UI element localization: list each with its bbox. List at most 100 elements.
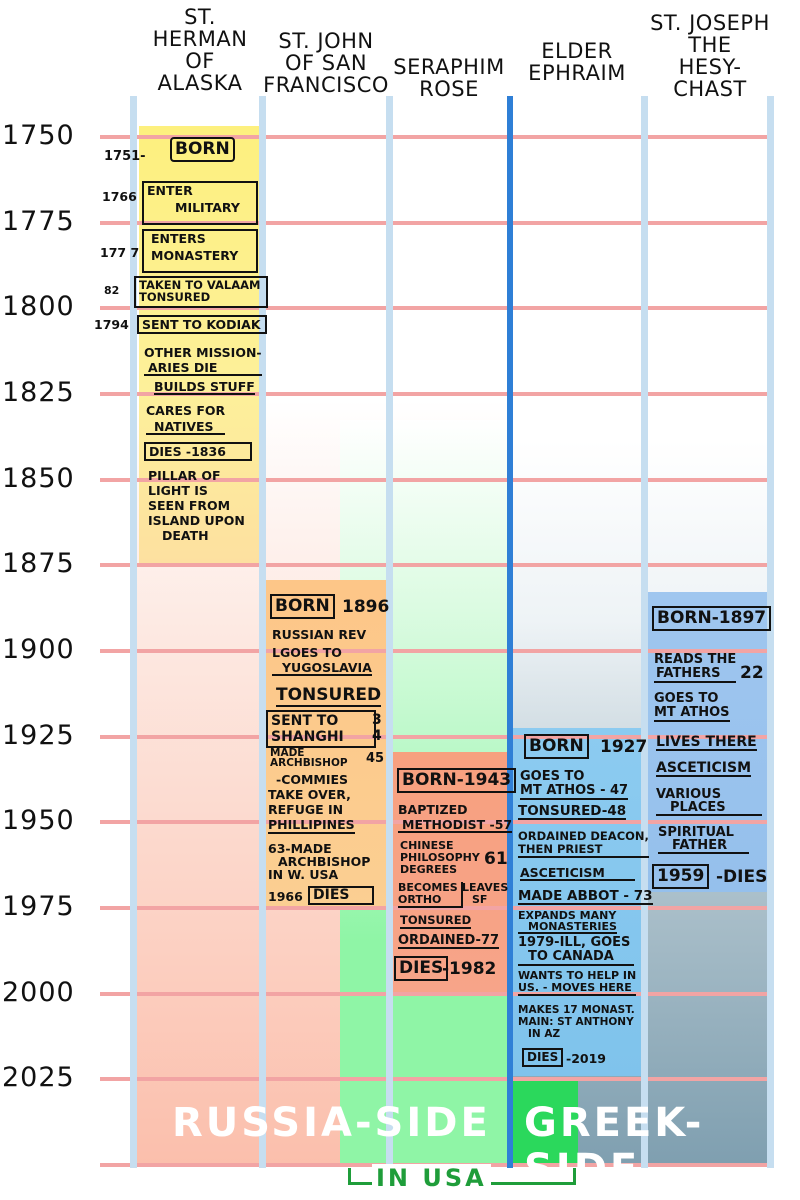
joseph-athos-line: GOES TO	[654, 691, 719, 706]
john-archbishop-year: 45	[366, 751, 385, 766]
john-russian-rev: RUSSIAN REV	[272, 627, 367, 642]
john-usa-line: ARCHBISHOP	[278, 854, 371, 869]
divider-3	[386, 96, 393, 1168]
gridline-1975	[100, 906, 772, 910]
header-ephraim-line: EPHRAIM	[528, 61, 626, 85]
seraphim-baptized-line: METHODIST -57	[398, 818, 513, 833]
gridline-1850	[100, 478, 772, 482]
john-dies-box: DIES	[308, 886, 374, 905]
gridline-1750	[100, 135, 772, 139]
herman-military-box: ENTER MILITARY	[142, 181, 258, 225]
herman-pillar-line: SEEN FROM	[148, 498, 231, 513]
ephraim-abbot: MADE ABBOT - 73	[518, 888, 653, 905]
herman-pillar: PILLAR OF LIGHT IS SEEN FROM ISLAND UPON…	[148, 468, 245, 543]
herman-military-year: 1766	[102, 189, 137, 204]
herman-builds: BUILDS STUFF	[154, 379, 255, 395]
herman-cares-line: CARES FOR	[146, 403, 226, 418]
header-herman-line: HERMAN	[152, 27, 248, 51]
ephraim-born-box: BORN	[524, 734, 589, 759]
divider-4	[641, 96, 648, 1168]
header-herman: ST. HERMAN OF ALASKA	[135, 6, 265, 94]
ephraim-athos: GOES TO MT ATHOS - 47	[520, 770, 629, 800]
joseph-spiritual-father: SPIRITUAL FATHER	[658, 825, 750, 854]
ephraim-canada-line: TO CANADA	[518, 950, 634, 966]
year-label-1925: 1925	[2, 720, 75, 751]
herman-valaam-line: TAKEN TO VALAAM	[139, 278, 261, 292]
john-archbishop-line: ARCHBISHOP	[270, 757, 348, 769]
header-john-line: FRANCISCO	[263, 73, 389, 97]
john-yugoslavia-line: YUGOSLAVIA	[272, 661, 372, 676]
herman-pillar-line: DEATH	[162, 528, 209, 543]
seraphim-ordained: ORDAINED-77	[398, 933, 500, 949]
year-label-2000: 2000	[2, 977, 75, 1008]
herman-valaam-box: TAKEN TO VALAAM TONSURED	[134, 276, 268, 308]
john-shanghai-year-digit: 4	[372, 728, 382, 744]
gridline-1875	[100, 563, 772, 567]
joseph-spiritual-line: SPIRITUAL	[658, 825, 734, 840]
ephraim-expands-line: MONASTERIES	[518, 921, 617, 934]
year-label-1875: 1875	[2, 548, 75, 579]
seraphim-philosophy: CHINESE PHILOSOPHY DEGREES	[400, 840, 480, 876]
joseph-asceticism: ASCETICISM	[656, 760, 752, 777]
john-usa-line: IN W. USA	[268, 867, 339, 882]
divider-2	[259, 96, 266, 1168]
ephraim-canada: 1979-ILL, GOES TO CANADA	[518, 936, 634, 966]
joseph-various-line: VARIOUS	[656, 787, 722, 802]
gridline-2025	[100, 1077, 772, 1081]
ephraim-asceticism: ASCETICISM	[520, 866, 635, 881]
herman-monastery-year: 177 7	[100, 245, 140, 260]
header-seraphim-line: SERAPHIM	[393, 55, 505, 79]
gridline-1800	[100, 306, 772, 310]
ephraim-band	[512, 728, 642, 1076]
joseph-band	[648, 592, 772, 892]
john-commies-line: PHILLIPINES	[268, 817, 355, 834]
seraphim-philosophy-line: CHINESE	[400, 839, 454, 852]
seraphim-philosophy-line: DEGREES	[400, 863, 458, 876]
year-label-1750: 1750	[2, 120, 75, 151]
john-band	[266, 580, 388, 910]
russia-side-label: RUSSIA-SIDE	[172, 1100, 491, 1146]
divider-center	[507, 96, 513, 1168]
herman-monastery-line: ENTERS	[151, 231, 206, 246]
seraphim-born-box: BORN-1943	[397, 768, 517, 793]
header-herman-line: ST.	[184, 5, 216, 29]
ephraim-makes-line: IN AZ	[528, 1028, 561, 1040]
header-joseph-line: HESY-	[678, 55, 742, 79]
ephraim-us-line: US. - MOVES HERE	[518, 982, 637, 996]
year-label-2025: 2025	[2, 1062, 75, 1093]
header-joseph-line: CHAST	[673, 77, 747, 101]
joseph-reads-line: FATHERS	[654, 667, 737, 683]
greek-usa-region	[512, 1080, 578, 1165]
header-john-line: OF SAN	[284, 51, 368, 75]
gridline-1775	[100, 221, 772, 225]
ephraim-born-year: 1927	[600, 737, 648, 757]
john-yugoslavia-line: LGOES TO	[272, 645, 342, 660]
john-shanghai-box: SENT TO SHANGHI	[266, 710, 376, 748]
herman-missionaries-line: OTHER MISSION-	[144, 345, 262, 360]
seraphim-ortho-line: BECOMES	[398, 881, 458, 894]
herman-born-year: 1751-	[104, 149, 146, 164]
herman-dies-box: DIES -1836	[144, 442, 252, 461]
ephraim-us: WANTS TO HELP IN US. - MOVES HERE	[518, 970, 637, 996]
gridline-1950	[100, 820, 772, 824]
herman-valaam-line: TONSURED	[139, 290, 211, 304]
year-label-1975: 1975	[2, 891, 75, 922]
year-label-1900: 1900	[2, 634, 75, 665]
seraphim-leaves-sf: LEAVES SF	[462, 882, 508, 906]
seraphim-philosophy-line: PHILOSOPHY	[400, 851, 480, 864]
seraphim-leaves-line: SF	[472, 893, 488, 906]
ephraim-deacon-line: THEN PRIEST	[518, 843, 649, 858]
joseph-dies-box: 1959	[652, 864, 710, 889]
herman-kodiak-year: 1794	[94, 317, 129, 332]
joseph-born-box: BORN-1897	[652, 606, 772, 631]
header-herman-line: OF	[185, 49, 215, 73]
header-seraphim-line: ROSE	[419, 77, 479, 101]
john-usa: 63-MADE ARCHBISHOP IN W. USA	[268, 842, 370, 881]
ephraim-dies-box: DIES	[522, 1048, 564, 1067]
ephraim-canada-line: 1979-ILL, GOES	[518, 935, 631, 950]
ephraim-tonsured: TONSURED-48	[518, 803, 627, 820]
herman-kodiak-box: SENT TO KODIAK	[137, 315, 267, 334]
herman-military-line: MILITARY	[175, 200, 240, 215]
herman-band	[139, 126, 261, 566]
john-born-year: 1896	[342, 597, 390, 617]
